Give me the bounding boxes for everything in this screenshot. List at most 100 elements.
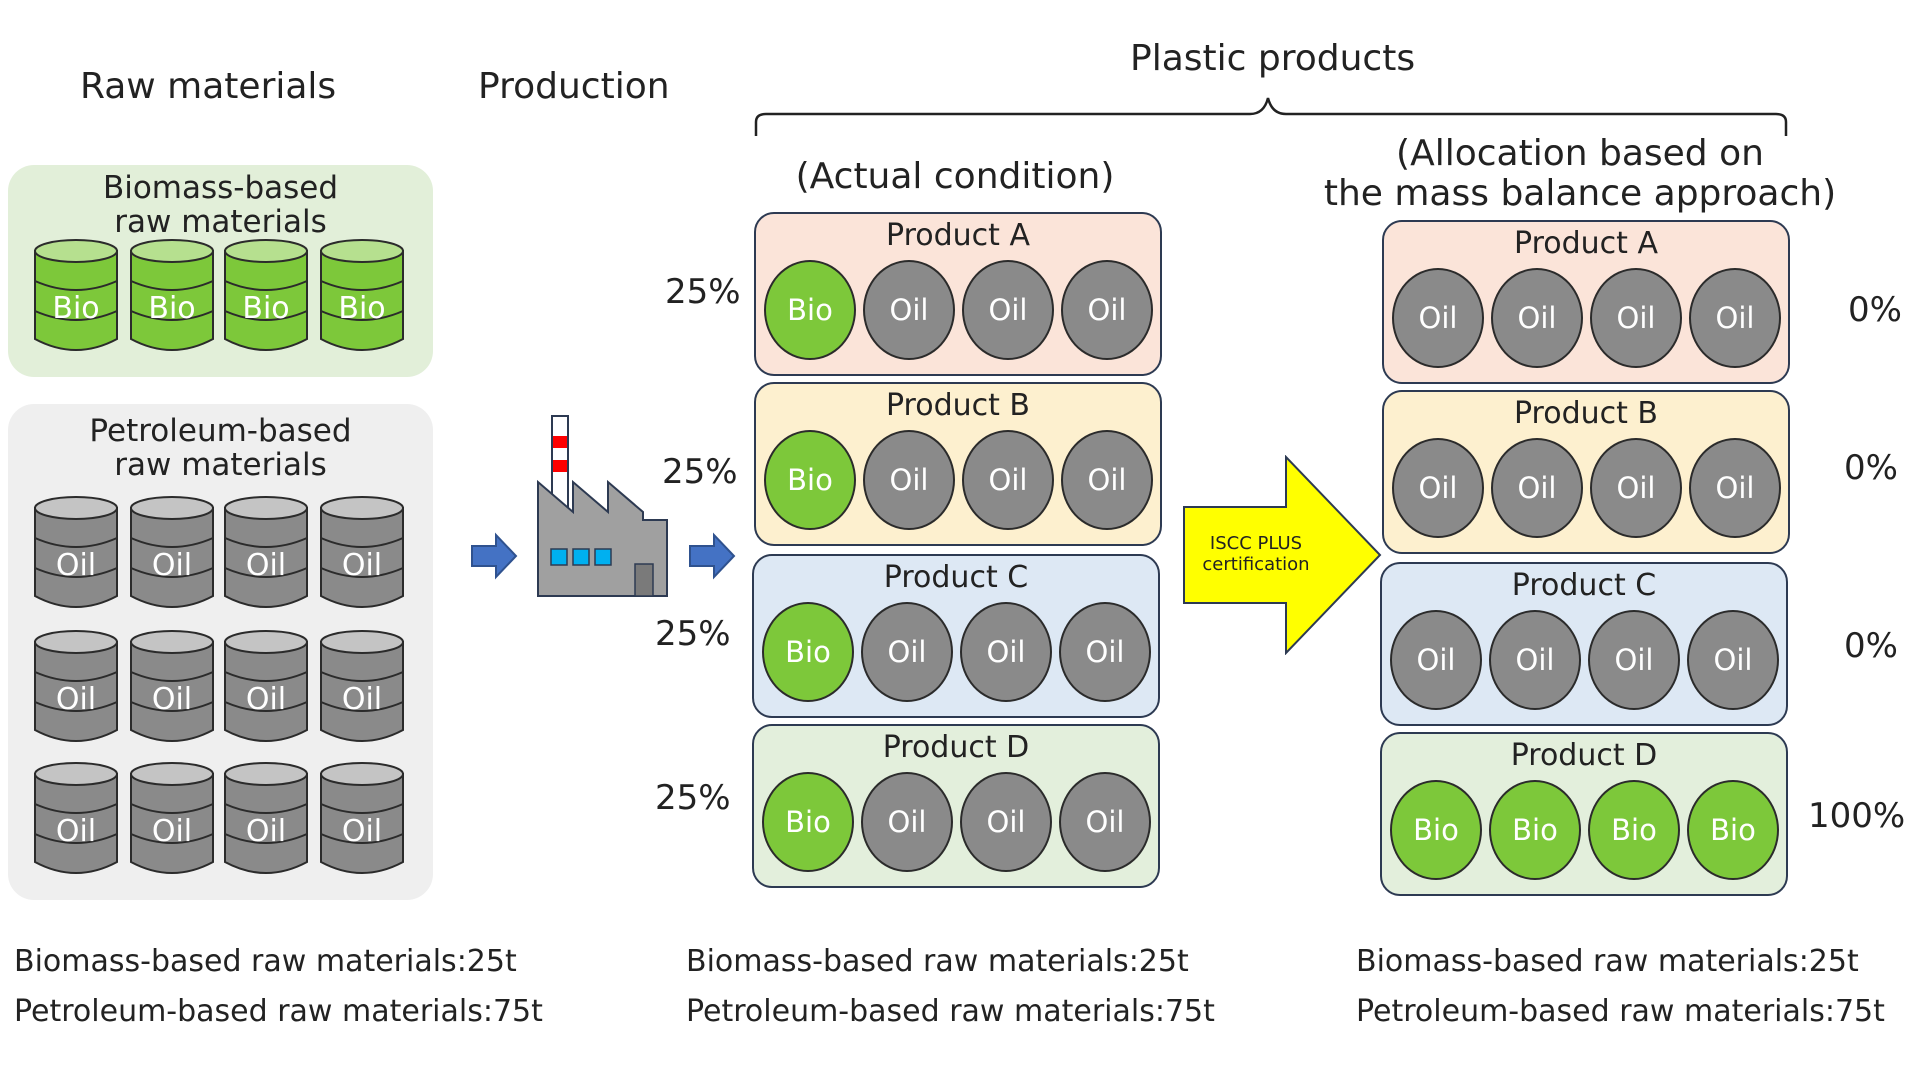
drum-shape [320, 630, 404, 742]
bio-drum-icon: Bio [222, 237, 310, 353]
product-name: Product D [1510, 738, 1658, 773]
plastic-products-brace [754, 97, 1788, 136]
oil-circle: Oil [1689, 438, 1781, 538]
product-name: Product D [882, 730, 1030, 765]
iscc-label: ISCC PLUS certification [1188, 533, 1324, 575]
oil-circle: Oil [1491, 438, 1583, 538]
oil-circle: Oil [962, 430, 1054, 530]
oil-drum-icon: Oil [32, 494, 120, 610]
oil-circle: Oil [962, 260, 1054, 360]
oil-circle: Oil [861, 602, 953, 702]
oil-circle: Oil [861, 772, 953, 872]
actual-product-c-box: Product C Bio Oil Oil Oil [752, 554, 1160, 718]
drum-label: Oil [55, 682, 97, 717]
actual-condition-header: (Actual condition) [795, 156, 1115, 197]
oil-circle: Oil [863, 430, 955, 530]
oil-drum-icon: Oil [318, 760, 406, 876]
oil-drum-icon: Oil [318, 494, 406, 610]
drum-shape [130, 762, 214, 874]
drum-shape [130, 630, 214, 742]
drum-shape [34, 630, 118, 742]
petroleum-panel-title: Petroleum-based raw materials [8, 414, 433, 482]
allocated-product-c-box: Product C Oil Oil Oil Oil [1380, 562, 1788, 726]
allocated-product-b-box: Product B Oil Oil Oil Oil [1382, 390, 1790, 554]
oil-circle: Oil [1059, 602, 1151, 702]
arrow-right-icon [471, 532, 518, 580]
footer-left-biomass: Biomass-based raw materials:25t [14, 944, 517, 979]
petroleum-title-line1: Petroleum-based [89, 413, 352, 449]
drum-label: Oil [151, 814, 193, 849]
iscc-line2: certification [1202, 554, 1310, 575]
drum-shape [320, 496, 404, 608]
allocated-percent-c: 0% [1844, 626, 1898, 666]
drum-label: Oil [245, 814, 287, 849]
oil-drum-icon: Oil [222, 628, 310, 744]
product-name: Product B [1513, 396, 1659, 431]
oil-drum-icon: Oil [318, 628, 406, 744]
iscc-line1: ISCC PLUS [1209, 533, 1303, 554]
biomass-title-line1: Biomass-based [102, 170, 339, 206]
plastic-products-header: Plastic products [1130, 38, 1416, 79]
allocation-header-line1: (Allocation based on [1396, 133, 1764, 174]
drum-label: Oil [151, 548, 193, 583]
oil-drum-icon: Oil [128, 628, 216, 744]
drum-label: Bio [148, 291, 196, 326]
oil-circle: Oil [1588, 610, 1680, 710]
product-name: Product C [1511, 568, 1657, 603]
biomass-title-line2: raw materials [114, 204, 327, 240]
allocation-header-line2: the mass balance approach) [1323, 173, 1837, 214]
drum-label: Oil [55, 548, 97, 583]
drum-label: Oil [55, 814, 97, 849]
product-name: Product C [883, 560, 1029, 595]
oil-circle: Oil [1390, 610, 1482, 710]
allocated-product-a-box: Product A Oil Oil Oil Oil [1382, 220, 1790, 384]
footer-right-biomass: Biomass-based raw materials:25t [1356, 944, 1859, 979]
petroleum-panel: Petroleum-based raw materials Oil Oil Oi… [8, 404, 433, 900]
drum-label: Oil [341, 814, 383, 849]
drum-shape [224, 239, 308, 351]
actual-product-d-box: Product D Bio Oil Oil Oil [752, 724, 1160, 888]
bio-circle: Bio [1687, 780, 1779, 880]
oil-circle: Oil [1590, 268, 1682, 368]
oil-drum-icon: Oil [222, 494, 310, 610]
oil-circle: Oil [1590, 438, 1682, 538]
drum-shape [34, 762, 118, 874]
actual-percent-c: 25% [655, 614, 731, 654]
drum-shape [320, 762, 404, 874]
raw-materials-header: Raw materials [80, 66, 337, 107]
iscc-arrow-shape [1183, 455, 1382, 655]
petroleum-title-line2: raw materials [114, 447, 327, 483]
actual-product-b-box: Product B Bio Oil Oil Oil [754, 382, 1162, 546]
footer-mid-biomass: Biomass-based raw materials:25t [686, 944, 1189, 979]
oil-drum-icon: Oil [32, 760, 120, 876]
oil-circle: Oil [1059, 772, 1151, 872]
allocation-header: (Allocation based on the mass balance ap… [1300, 134, 1860, 214]
bio-drum-icon: Bio [318, 237, 406, 353]
drum-label: Oil [245, 548, 287, 583]
bio-circle: Bio [1390, 780, 1482, 880]
bio-circle: Bio [762, 602, 854, 702]
oil-drum-icon: Oil [222, 760, 310, 876]
drum-label: Oil [341, 548, 383, 583]
oil-circle: Oil [960, 772, 1052, 872]
bio-circle: Bio [1489, 780, 1581, 880]
footer-right-petroleum: Petroleum-based raw materials:75t [1356, 994, 1885, 1029]
biomass-panel: Biomass-based raw materials Bio Bio Bio … [8, 165, 433, 377]
bio-drum-icon: Bio [32, 237, 120, 353]
drum-shape [130, 239, 214, 351]
footer-mid-petroleum: Petroleum-based raw materials:75t [686, 994, 1215, 1029]
arrow-right-icon [689, 532, 736, 580]
oil-circle: Oil [1061, 430, 1153, 530]
allocated-percent-a: 0% [1848, 290, 1902, 330]
oil-circle: Oil [1061, 260, 1153, 360]
allocated-percent-b: 0% [1844, 448, 1898, 488]
drum-shape [224, 630, 308, 742]
drum-shape [224, 496, 308, 608]
product-name: Product A [886, 218, 1030, 253]
biomass-panel-title: Biomass-based raw materials [8, 171, 433, 239]
drum-shape [34, 496, 118, 608]
drum-shape [130, 496, 214, 608]
oil-circle: Oil [960, 602, 1052, 702]
allocated-product-d-box: Product D Bio Bio Bio Bio [1380, 732, 1788, 896]
product-name: Product B [885, 388, 1031, 423]
